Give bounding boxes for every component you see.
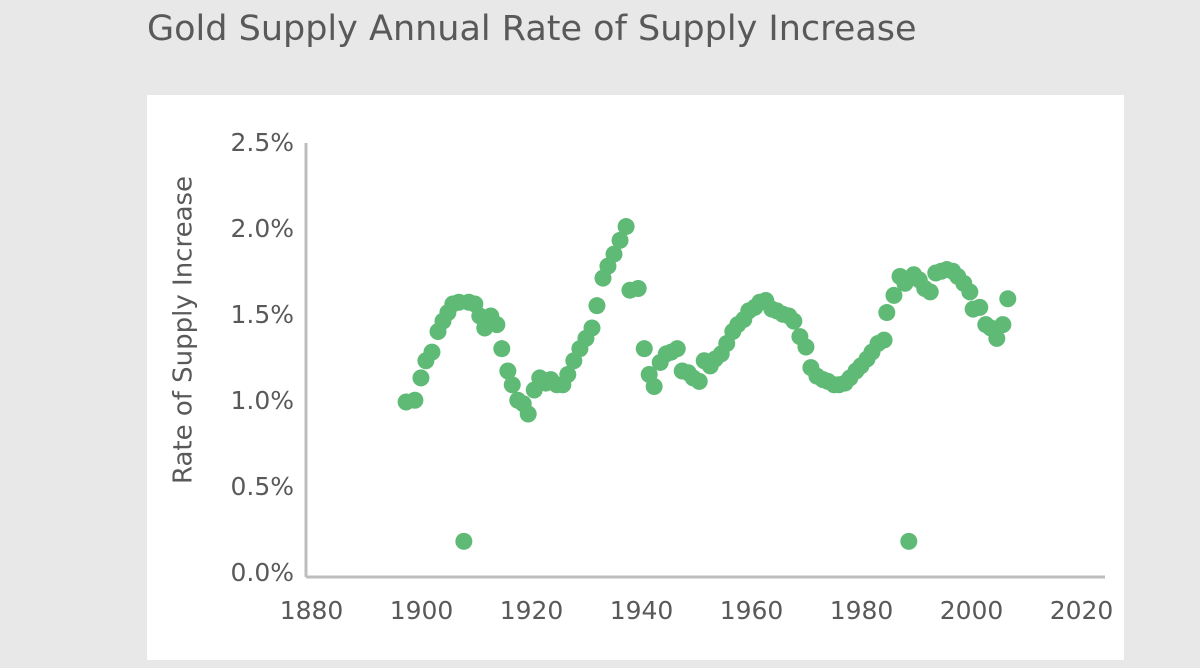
x-tick-label: 1960 — [720, 596, 784, 625]
y-axis-label: Rate of Supply Increase — [169, 176, 199, 484]
point — [423, 343, 441, 361]
chart-title: Gold Supply Annual Rate of Supply Increa… — [147, 9, 917, 49]
point — [611, 231, 629, 249]
point — [412, 369, 430, 387]
point — [493, 340, 511, 358]
point — [875, 331, 893, 349]
point — [668, 340, 686, 358]
point — [900, 532, 918, 550]
point — [629, 279, 647, 297]
point — [605, 245, 623, 263]
y-tick-label: 0.5% — [230, 472, 294, 501]
x-tick-label: 1880 — [280, 596, 344, 625]
point — [999, 290, 1017, 308]
y-tick-label: 1.0% — [230, 386, 294, 415]
point — [645, 378, 663, 396]
x-tick-label: 2020 — [1050, 596, 1114, 625]
x-tick-label: 1920 — [500, 596, 564, 625]
point — [488, 316, 506, 334]
point — [785, 312, 803, 330]
point — [406, 391, 424, 409]
point — [690, 372, 708, 390]
x-tick-label: 1900 — [390, 596, 454, 625]
point — [499, 362, 517, 380]
point — [971, 298, 989, 316]
point — [885, 286, 903, 304]
x-tick-label: 2000 — [940, 596, 1004, 625]
y-tick-label: 1.5% — [230, 300, 294, 329]
point — [617, 218, 635, 236]
point — [921, 283, 939, 301]
point — [961, 283, 979, 301]
x-tick-label: 1980 — [830, 596, 894, 625]
point — [503, 376, 521, 394]
point — [994, 316, 1012, 334]
point — [988, 329, 1006, 347]
point — [559, 365, 577, 383]
point — [583, 319, 601, 337]
point — [588, 297, 606, 315]
point — [455, 532, 473, 550]
y-tick-label: 0.0% — [230, 558, 294, 587]
y-tick-label: 2.0% — [230, 214, 294, 243]
point — [519, 405, 537, 423]
point — [635, 340, 653, 358]
y-tick-label: 2.5% — [230, 128, 294, 157]
point — [878, 304, 896, 322]
x-tick-label: 1940 — [610, 596, 674, 625]
point — [797, 338, 815, 356]
plot-panel — [147, 95, 1124, 660]
